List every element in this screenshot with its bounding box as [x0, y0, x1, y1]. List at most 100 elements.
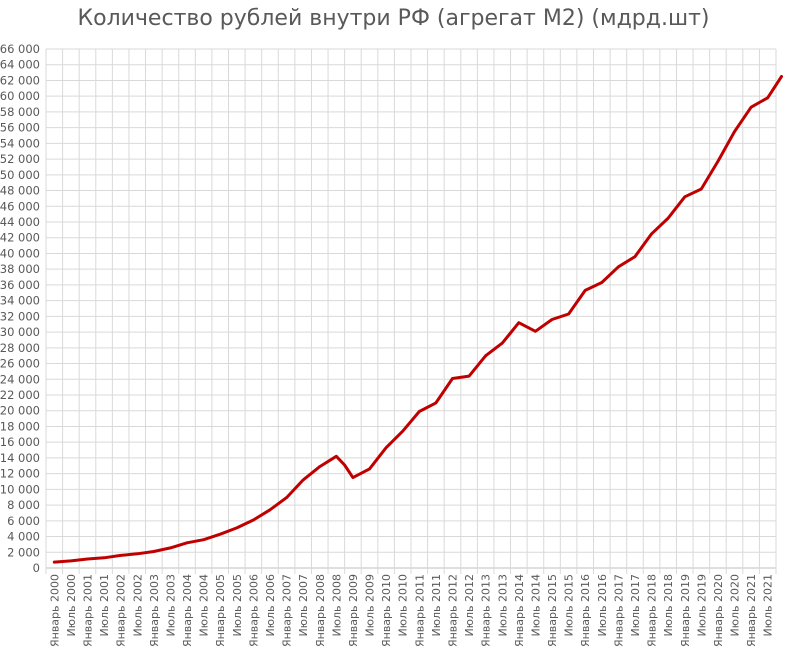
- y-tick-label: 10 000: [0, 482, 40, 496]
- y-tick-label: 38 000: [0, 262, 40, 276]
- x-tick-label: Январь 2016: [579, 574, 592, 647]
- y-tick-label: 0: [33, 561, 40, 575]
- data-point: [86, 557, 89, 561]
- x-tick-label: Июль 2002: [131, 574, 144, 637]
- y-tick-label: 32 000: [0, 309, 40, 323]
- x-tick-label: Январь 2002: [115, 574, 128, 647]
- x-tick-label: Июль 2014: [529, 574, 542, 637]
- x-tick-label: Январь 2001: [81, 574, 94, 647]
- y-tick-label: 60 000: [0, 89, 40, 103]
- x-tick-label: Июль 2016: [596, 574, 609, 637]
- data-point: [318, 465, 321, 468]
- y-tick-label: 42 000: [0, 231, 40, 245]
- x-tick-label: Июль 2012: [463, 574, 476, 637]
- data-point: [683, 195, 686, 198]
- data-point: [368, 467, 371, 471]
- y-tick-label: 52 000: [0, 152, 40, 166]
- x-tick-label: Январь 2006: [247, 574, 260, 647]
- y-tick-label: 22 000: [0, 388, 40, 402]
- y-tick-label: 50 000: [0, 168, 40, 182]
- data-point: [136, 552, 139, 555]
- data-point: [335, 455, 338, 458]
- data-point: [600, 281, 603, 284]
- data-point: [119, 554, 122, 557]
- y-tick-label: 40 000: [0, 246, 40, 260]
- data-point: [567, 312, 570, 316]
- y-tick-label: 28 000: [0, 341, 40, 355]
- y-tick-label: 26 000: [0, 357, 40, 371]
- x-tick-label: Июль 2019: [695, 574, 708, 637]
- y-tick-label: 24 000: [0, 372, 40, 386]
- data-point: [733, 130, 736, 133]
- x-tick-label: Январь 2014: [513, 574, 526, 647]
- data-point: [285, 496, 288, 499]
- data-point: [650, 232, 653, 235]
- data-point: [219, 533, 222, 536]
- data-point: [534, 330, 537, 333]
- data-point: [53, 560, 56, 564]
- x-tick-label: Январь 2011: [413, 574, 426, 647]
- x-tick-label: Июль 2008: [330, 574, 343, 637]
- x-tick-label: Июль 2003: [164, 574, 177, 637]
- data-point: [384, 446, 388, 449]
- x-tick-label: Январь 2007: [281, 574, 294, 647]
- data-point: [451, 377, 454, 380]
- y-tick-label: 14 000: [0, 451, 40, 465]
- x-tick-label: Июль 2001: [98, 574, 111, 637]
- chart-title: Количество рублей внутри РФ (агрегат М2)…: [77, 6, 710, 31]
- y-tick-label: 54 000: [0, 136, 40, 150]
- data-point: [617, 265, 620, 268]
- data-point: [185, 541, 189, 544]
- y-tick-label: 6 000: [7, 514, 40, 528]
- data-point: [766, 96, 769, 100]
- series-line: [52, 75, 783, 564]
- y-tick-label: 12 000: [0, 467, 40, 481]
- data-point: [550, 318, 554, 321]
- x-tick-label: Июль 2013: [496, 574, 509, 637]
- data-point: [202, 538, 205, 541]
- x-tick-label: Июль 2017: [629, 574, 642, 637]
- y-tick-label: 48 000: [0, 184, 40, 198]
- x-tick-label: Январь 2015: [546, 574, 559, 647]
- y-tick-label: 4 000: [7, 530, 40, 544]
- grid: [45, 48, 777, 574]
- data-point: [235, 526, 238, 530]
- x-tick-label: Январь 2018: [646, 574, 659, 647]
- data-point: [418, 410, 421, 413]
- x-tick-label: Январь 2020: [712, 574, 725, 647]
- x-tick-label: Январь 2000: [48, 574, 61, 647]
- x-tick-label: Январь 2021: [745, 574, 758, 647]
- y-tick-label: 8 000: [7, 498, 40, 512]
- y-tick-label: 30 000: [0, 325, 40, 339]
- data-point: [501, 341, 504, 345]
- data-point: [268, 508, 272, 511]
- data-point: [749, 106, 753, 109]
- x-tick-label: Январь 2005: [214, 574, 227, 647]
- y-tick-label: 58 000: [0, 105, 40, 119]
- y-tick-label: 16 000: [0, 435, 40, 449]
- data-point: [302, 478, 305, 482]
- x-tick-label: Июль 2007: [297, 574, 310, 637]
- y-tick-label: 2 000: [7, 545, 40, 559]
- data-point: [584, 289, 587, 292]
- data-point: [434, 401, 438, 405]
- x-tick-label: Январь 2017: [612, 574, 625, 647]
- data-point: [467, 374, 471, 378]
- x-tick-label: Январь 2004: [181, 574, 194, 647]
- data-point: [252, 518, 255, 522]
- y-tick-label: 34 000: [0, 294, 40, 308]
- data-point: [633, 255, 637, 258]
- x-tick-label: Июль 2005: [231, 574, 244, 637]
- x-tick-label: Июль 2000: [65, 574, 78, 637]
- x-tick-label: Июль 2011: [430, 574, 443, 637]
- x-tick-label: Январь 2010: [380, 574, 393, 647]
- data-point: [169, 546, 172, 550]
- x-tick-label: Июль 2009: [364, 574, 377, 637]
- y-tick-label: 62 000: [0, 73, 40, 87]
- y-tick-label: 20 000: [0, 404, 40, 418]
- data-point: [700, 187, 703, 191]
- y-tick-label: 44 000: [0, 215, 40, 229]
- y-tick-label: 46 000: [0, 199, 40, 213]
